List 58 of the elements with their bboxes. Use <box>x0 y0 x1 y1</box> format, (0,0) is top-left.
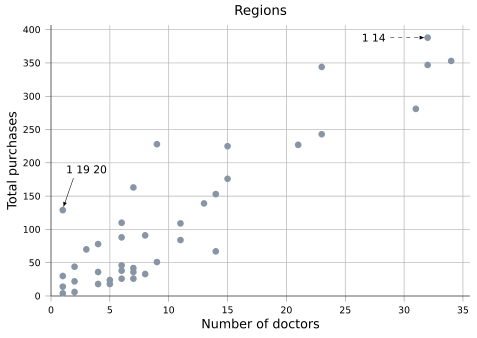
point <box>130 184 137 191</box>
point <box>59 283 66 290</box>
y-tick-label: 100 <box>24 226 40 233</box>
point <box>130 275 137 282</box>
point <box>412 106 420 112</box>
point <box>212 248 220 255</box>
point <box>424 34 431 41</box>
point <box>118 219 125 226</box>
y-tick-label: 250 <box>23 126 40 134</box>
y-tick-label: 350 <box>24 59 40 66</box>
point <box>424 62 431 68</box>
point <box>71 263 78 270</box>
x-tick-label: 15 <box>222 306 233 314</box>
point <box>224 175 231 182</box>
x-tick-label: 5 <box>108 306 112 314</box>
x-axis-title: Number of doctors <box>202 318 320 328</box>
point <box>94 240 102 248</box>
point <box>154 258 160 266</box>
point <box>448 58 455 64</box>
point <box>118 262 125 269</box>
point <box>59 290 66 297</box>
y-tick-label: 50 <box>29 259 40 266</box>
point <box>224 142 231 150</box>
point <box>142 270 148 278</box>
point <box>71 278 78 285</box>
y-tick-label: 300 <box>24 92 40 100</box>
chart-title: Regions <box>236 4 286 18</box>
x-tick-label: 0 <box>48 306 54 314</box>
point <box>294 142 302 148</box>
point <box>94 268 102 276</box>
point <box>318 64 326 70</box>
x-tick-label: 10 <box>164 306 174 314</box>
y-axis-title: Total purchases <box>6 112 19 210</box>
x-tick-label: 35 <box>458 306 468 314</box>
x-tick-label: 30 <box>398 306 410 314</box>
annotation: 1 14 <box>363 34 385 42</box>
point <box>59 272 66 280</box>
x-tick-label: 25 <box>340 306 350 314</box>
point <box>118 234 125 241</box>
point <box>59 206 66 214</box>
point <box>118 267 125 274</box>
y-tick-label: 0 <box>35 292 40 300</box>
point <box>177 236 184 244</box>
point <box>154 140 160 148</box>
point <box>94 280 102 288</box>
y-tick-label: 400 <box>23 26 40 34</box>
point <box>118 275 125 282</box>
point <box>177 220 184 227</box>
y-tick-label: 200 <box>23 159 40 166</box>
y-tick-label: 150 <box>24 192 40 200</box>
point <box>200 200 208 207</box>
point <box>82 246 90 253</box>
annotation: 1 19 20 <box>67 165 106 174</box>
point <box>212 190 220 198</box>
point <box>318 130 326 138</box>
point <box>142 232 148 239</box>
point <box>71 288 78 296</box>
x-tick-label: 20 <box>281 306 292 314</box>
